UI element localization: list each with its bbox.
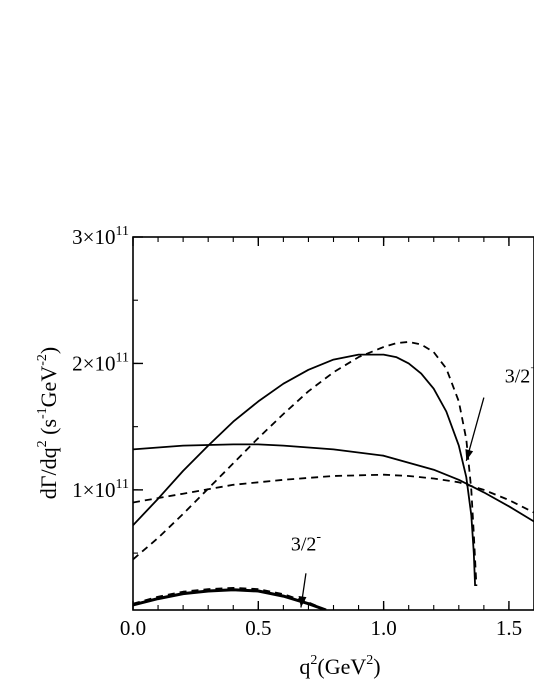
x-tick-label: 0.0 [120,616,146,640]
y-axis-title: dΓ/dq2 (s-1GeV-2) [35,347,61,499]
x-axis-title-unit-sup: 2 [366,653,373,668]
y-axis-title-a-sup: 2 [35,440,50,447]
series-line-4 [133,473,534,514]
annotation-label-1: 3/2+ [505,361,534,387]
y-axis-title-c-sup: -2 [35,354,50,366]
y-tick-label: 1×1011 [72,477,129,502]
x-tick-label: 0.5 [245,616,271,640]
y-axis-title-b-sup: -1 [35,407,50,419]
annotations: 3/2+ 3/2- [291,361,534,608]
series-line-5 [133,588,327,610]
annotation-arrowhead-2 [298,596,307,608]
x-axis-title-unit-close: ) [373,654,380,679]
x-axis-title-sup: 2 [310,653,317,668]
series-line-3 [133,443,534,523]
y-axis-title-d: ) [36,347,61,354]
x-axis-title-unit-open: (GeV [317,654,366,679]
series-layer [133,341,534,610]
x-tick-label: 1.5 [496,616,522,640]
y-tick-label: 3×1011 [72,224,129,249]
x-axis-title-base: q [299,654,310,679]
x-axis-title: q2(GeV2) [299,653,380,679]
series-line-1 [133,353,476,587]
x-tick-label: 1.0 [371,616,397,640]
y-axis-title-c: GeV [36,366,61,408]
x-ticks: 0.0 0.5 1.0 1.5 [120,237,534,640]
y-ticks: 1×1011 2×1011 3×1011 [72,224,143,554]
series-line-2 [133,341,478,587]
annotation-label-2: 3/2- [291,530,322,556]
y-tick-label: 2×1011 [72,350,129,375]
y-axis-title-a: dΓ/dq [36,447,61,499]
y-axis-title-b: (s [36,419,61,440]
annotation-arrowhead-1 [465,449,474,461]
